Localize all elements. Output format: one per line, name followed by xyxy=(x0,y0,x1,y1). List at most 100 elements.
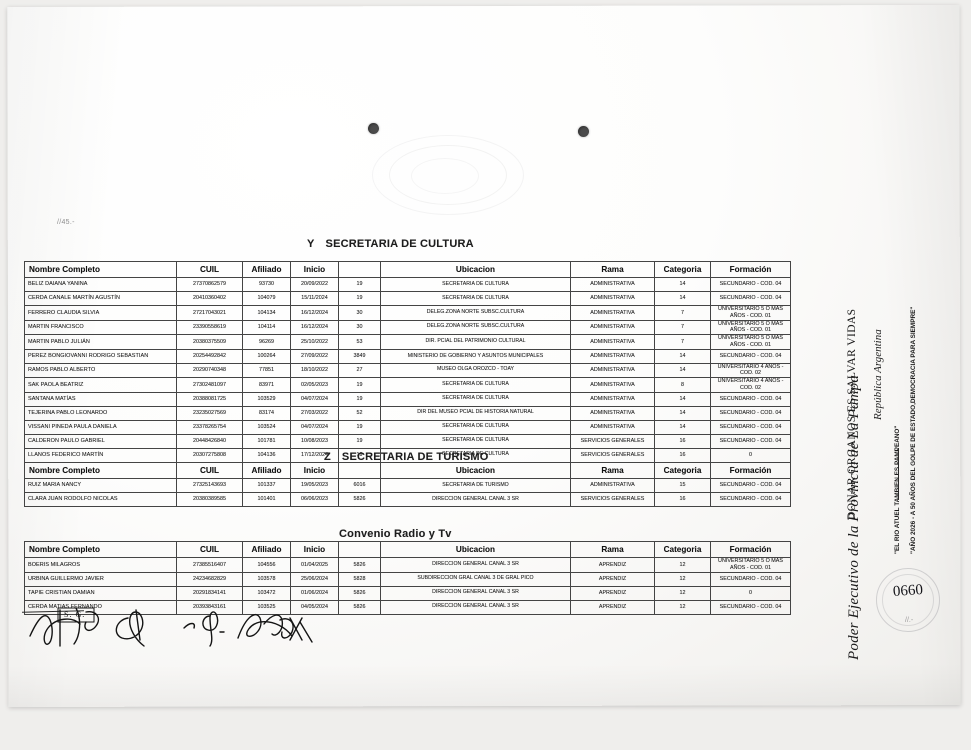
col-codigo xyxy=(338,462,381,479)
cell-categoria: 14 xyxy=(654,362,711,378)
table-row: BOERIS MILAGROS 27385516407 104556 01/04/20… xyxy=(24,557,791,573)
col-inicio: Inicio xyxy=(290,541,339,558)
table-convenio: Nombre Completo CUIL Afiliado Inicio Ubi… xyxy=(24,541,791,615)
cell-codigo: 5826 xyxy=(338,599,381,615)
cell-rama: APRENDIZ xyxy=(570,599,655,615)
cell-nombre: RAMOS PABLO ALBERTO xyxy=(24,362,177,378)
cell-formacion: SECUNDARIO - COD. 04 xyxy=(710,348,791,364)
cell-ubicacion: DELEG.ZONA NORTE SUBSC.CULTURA xyxy=(380,305,571,321)
cell-nombre: MARTIN FRANCISCO xyxy=(24,319,177,335)
table-row: RUIZ MARIA NANCY 27325143693 101337 19/05/2… xyxy=(24,478,791,493)
table-header-row: Nombre Completo CUIL Afiliado Inicio Ubi… xyxy=(24,541,791,558)
signature-strokes xyxy=(29,607,313,647)
table-row: MARTIN PABLO JULIÁN 20380375509 96269 25/10… xyxy=(24,334,791,350)
cell-ubicacion: DIRECCION GENERAL CANAL 3 SR xyxy=(380,585,571,601)
cell-categoria: 12 xyxy=(654,599,711,615)
cell-codigo: 19 xyxy=(338,391,381,407)
cell-rama: ADMINISTRATIVA xyxy=(570,419,655,435)
cell-formacion: SECUNDARIO - COD. 04 xyxy=(710,391,791,407)
cell-inicio: 02/05/2023 xyxy=(290,377,339,393)
cell-cuil: 20448426840 xyxy=(176,433,243,449)
col-ubicacion: Ubicacion xyxy=(380,462,571,479)
cell-categoria: 16 xyxy=(654,492,711,507)
cell-inicio: 27/03/2022 xyxy=(290,405,339,421)
cell-rama: ADMINISTRATIVA xyxy=(570,277,655,292)
cell-nombre: CALDERON PAULO GABRIEL xyxy=(24,433,177,449)
cell-afiliado: 103578 xyxy=(242,571,291,587)
cell-nombre: CERDA CANALE MARTÍN AGUSTÍN xyxy=(24,291,177,306)
table-cultura: Nombre Completo CUIL Afiliado Inicio Ubi… xyxy=(24,261,791,463)
table-header-row: Nombre Completo CUIL Afiliado Inicio Ubi… xyxy=(24,261,791,278)
cell-nombre: BELIZ DAIANA YANINA xyxy=(24,277,177,292)
cell-formacion: SECUNDARIO - COD. 04 xyxy=(710,478,791,493)
section-title-convenio: Convenio Radio y Tv xyxy=(339,528,452,540)
table-turismo-grid: Nombre Completo CUIL Afiliado Inicio Ubi… xyxy=(24,462,791,507)
cell-formacion: UNIVERSITARIO 4 AÑOS - COD. 02 xyxy=(710,377,791,393)
cell-cuil: 20291834141 xyxy=(176,585,243,601)
cell-afiliado: 83174 xyxy=(242,405,291,421)
cell-rama: APRENDIZ xyxy=(570,557,655,573)
cell-codigo: 19 xyxy=(338,419,381,435)
punch-hole-left xyxy=(368,123,379,134)
cell-inicio: 15/11/2024 xyxy=(290,291,339,306)
table-cultura-grid: Nombre Completo CUIL Afiliado Inicio Ubi… xyxy=(24,261,791,463)
col-nombre: Nombre Completo xyxy=(24,541,177,558)
folio-mark: //45.- xyxy=(57,219,75,226)
cell-formacion: SECUNDARIO - COD. 04 xyxy=(710,599,791,615)
slogan-divider xyxy=(898,448,899,500)
cell-inicio: 17/12/2024 xyxy=(290,447,339,463)
cell-ubicacion: SECRETARIA DE CULTURA xyxy=(380,391,571,407)
cell-categoria: 12 xyxy=(654,557,711,573)
cell-afiliado: 101781 xyxy=(242,433,291,449)
letterhead-republica-argentina: República Argentina xyxy=(872,329,884,420)
cell-formacion: 0 xyxy=(710,585,791,601)
cell-categoria: 16 xyxy=(654,433,711,449)
cell-cuil: 27325143693 xyxy=(176,478,243,493)
cell-inicio: 20/09/2022 xyxy=(290,277,339,292)
col-rama: Rama xyxy=(570,462,655,479)
cell-categoria: 16 xyxy=(654,447,711,463)
table-row: LLANOS FEDERICO MARTÍN 20307275808 104136 1… xyxy=(24,447,791,463)
table-row: CERDA MATIAS FERNANDO 20393843161 103525 04… xyxy=(24,599,791,615)
cell-ubicacion: DIRECCION GENERAL CANAL 3 SR xyxy=(380,599,571,615)
cell-codigo: 5828 xyxy=(338,571,381,587)
table-row: CLARA JUAN RODOLFO NICOLAS 20380389585 101… xyxy=(24,492,791,507)
col-formacion: Formación xyxy=(710,541,791,558)
table-row: TEJERINA PABLO LEONARDO 23235027569 83174 2… xyxy=(24,405,791,421)
cell-inicio: 16/12/2024 xyxy=(290,319,339,335)
cell-cuil: 23235027569 xyxy=(176,405,243,421)
cell-inicio: 18/10/2022 xyxy=(290,362,339,378)
cell-rama: ADMINISTRATIVA xyxy=(570,377,655,393)
cell-inicio: 04/07/2024 xyxy=(290,419,339,435)
cell-rama: ADMINISTRATIVA xyxy=(570,391,655,407)
cell-formacion: SECUNDARIO - COD. 04 xyxy=(710,433,791,449)
cell-cuil: 24234682829 xyxy=(176,571,243,587)
signature-initials: S. G. xyxy=(64,610,86,619)
cell-afiliado: 104556 xyxy=(242,557,291,573)
cell-codigo: 6016 xyxy=(338,478,381,493)
col-cuil: CUIL xyxy=(176,462,243,479)
cell-cuil: 20254492842 xyxy=(176,348,243,364)
cell-formacion: UNIVERSITARIO 5 O MÁS AÑOS - COD. 01 xyxy=(710,305,791,321)
cell-inicio: 10/08/2023 xyxy=(290,433,339,449)
col-formacion: Formación xyxy=(710,261,791,278)
cell-codigo: 30 xyxy=(338,319,381,335)
section-label-turismo: SECRETARIA DE TURISMO xyxy=(341,451,489,463)
table-row: URBINA GUILLERMO JAVIER 24234682829 103578… xyxy=(24,571,791,587)
cell-nombre: SAK PAOLA BEATRIZ xyxy=(24,377,177,393)
table-row: CALDERON PAULO GABRIEL 20448426840 101781 1… xyxy=(24,433,791,449)
col-categoria: Categoria xyxy=(654,462,711,479)
cell-inicio: 27/09/2022 xyxy=(290,348,339,364)
cell-cuil: 20380389585 xyxy=(176,492,243,507)
cell-afiliado: 101401 xyxy=(242,492,291,507)
cell-categoria: 14 xyxy=(654,405,711,421)
cell-codigo: 19 xyxy=(338,377,381,393)
cell-ubicacion: SECRETARIA DE CULTURA xyxy=(380,277,571,292)
cell-codigo: 5826 xyxy=(338,557,381,573)
section-label-convenio: Convenio Radio y Tv xyxy=(339,528,452,540)
cell-rama: ADMINISTRATIVA xyxy=(570,478,655,493)
letterhead-donar-organos: DONAR ORGANOS ES SALVAR VIDAS xyxy=(846,308,858,520)
cell-nombre: SANTANA MATÍAS xyxy=(24,391,177,407)
cell-cuil: 20307275808 xyxy=(176,447,243,463)
